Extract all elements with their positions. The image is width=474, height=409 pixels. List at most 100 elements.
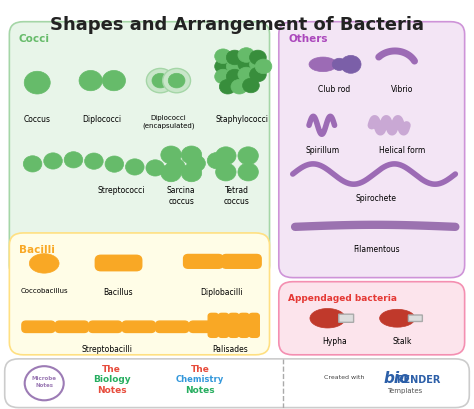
Text: Templates: Templates bbox=[387, 388, 422, 393]
Ellipse shape bbox=[249, 50, 266, 65]
Text: Biology: Biology bbox=[93, 375, 130, 384]
FancyBboxPatch shape bbox=[5, 359, 469, 408]
FancyBboxPatch shape bbox=[228, 313, 239, 337]
Text: Streptococci: Streptococci bbox=[97, 186, 145, 195]
Ellipse shape bbox=[238, 147, 258, 165]
Text: RENDER: RENDER bbox=[396, 375, 440, 385]
Text: Shapes and Arrangement of Bacteria: Shapes and Arrangement of Bacteria bbox=[50, 16, 424, 34]
FancyBboxPatch shape bbox=[208, 313, 219, 337]
FancyBboxPatch shape bbox=[222, 254, 261, 268]
Ellipse shape bbox=[24, 71, 50, 94]
Ellipse shape bbox=[64, 152, 83, 168]
Ellipse shape bbox=[231, 79, 248, 94]
Text: Diplobacilli: Diplobacilli bbox=[201, 288, 243, 297]
FancyBboxPatch shape bbox=[22, 321, 55, 333]
Ellipse shape bbox=[161, 164, 181, 182]
Ellipse shape bbox=[341, 55, 361, 73]
Text: Sarcina
coccus: Sarcina coccus bbox=[167, 186, 196, 206]
Ellipse shape bbox=[181, 146, 202, 164]
Ellipse shape bbox=[163, 68, 191, 93]
Ellipse shape bbox=[166, 158, 185, 175]
Ellipse shape bbox=[226, 59, 243, 74]
Ellipse shape bbox=[332, 58, 346, 70]
FancyBboxPatch shape bbox=[155, 321, 189, 333]
Text: The: The bbox=[191, 365, 210, 374]
Text: Spirochete: Spirochete bbox=[356, 194, 397, 203]
Text: bio: bio bbox=[384, 371, 410, 386]
Ellipse shape bbox=[23, 156, 42, 172]
Ellipse shape bbox=[238, 48, 255, 62]
Ellipse shape bbox=[79, 70, 102, 91]
Ellipse shape bbox=[238, 57, 255, 72]
Text: Coccus: Coccus bbox=[24, 115, 51, 124]
Ellipse shape bbox=[215, 59, 231, 74]
Ellipse shape bbox=[44, 153, 62, 169]
Text: Helical form: Helical form bbox=[379, 146, 425, 155]
Ellipse shape bbox=[226, 69, 243, 84]
Ellipse shape bbox=[102, 70, 126, 91]
Ellipse shape bbox=[309, 57, 337, 72]
FancyBboxPatch shape bbox=[55, 321, 88, 333]
Ellipse shape bbox=[187, 155, 205, 171]
Circle shape bbox=[25, 366, 64, 400]
Text: Streptobacilli: Streptobacilli bbox=[82, 345, 132, 354]
Text: Notes: Notes bbox=[35, 383, 53, 388]
FancyBboxPatch shape bbox=[89, 321, 122, 333]
Ellipse shape bbox=[216, 163, 236, 181]
Text: Staphylococci: Staphylococci bbox=[215, 115, 268, 124]
Text: Diplococci
(encapsulated): Diplococci (encapsulated) bbox=[143, 115, 195, 129]
FancyBboxPatch shape bbox=[279, 22, 465, 278]
Text: Club rod: Club rod bbox=[319, 85, 351, 94]
Text: Stalk: Stalk bbox=[392, 337, 411, 346]
Text: Palisades: Palisades bbox=[212, 345, 248, 354]
Text: Appendaged bacteria: Appendaged bacteria bbox=[288, 294, 397, 303]
Text: Filamentous: Filamentous bbox=[353, 245, 400, 254]
Ellipse shape bbox=[238, 67, 255, 82]
Ellipse shape bbox=[238, 163, 258, 181]
Ellipse shape bbox=[380, 309, 415, 327]
Text: Coccobacillus: Coccobacillus bbox=[20, 288, 68, 294]
FancyBboxPatch shape bbox=[409, 315, 422, 321]
Text: Notes: Notes bbox=[185, 386, 215, 395]
Ellipse shape bbox=[207, 153, 226, 169]
Ellipse shape bbox=[146, 68, 174, 93]
FancyBboxPatch shape bbox=[9, 233, 270, 355]
FancyBboxPatch shape bbox=[249, 313, 259, 337]
Text: Chemistry: Chemistry bbox=[176, 375, 224, 384]
FancyBboxPatch shape bbox=[95, 255, 142, 271]
Ellipse shape bbox=[215, 49, 231, 63]
Text: Bacilli: Bacilli bbox=[18, 245, 55, 255]
Text: Spirillum: Spirillum bbox=[306, 146, 340, 155]
Text: Tetrad
coccus: Tetrad coccus bbox=[224, 186, 250, 206]
Text: Cocci: Cocci bbox=[18, 34, 50, 44]
Text: Others: Others bbox=[288, 34, 328, 44]
Ellipse shape bbox=[105, 156, 124, 172]
FancyBboxPatch shape bbox=[219, 313, 228, 337]
Ellipse shape bbox=[216, 147, 236, 165]
FancyBboxPatch shape bbox=[239, 313, 249, 337]
Text: Diplococci: Diplococci bbox=[82, 115, 122, 124]
Ellipse shape bbox=[29, 254, 59, 273]
Text: Hypha: Hypha bbox=[322, 337, 347, 346]
Ellipse shape bbox=[126, 159, 144, 175]
Ellipse shape bbox=[249, 57, 266, 72]
Text: Created with: Created with bbox=[324, 375, 364, 380]
Ellipse shape bbox=[161, 146, 181, 164]
Text: Notes: Notes bbox=[97, 386, 127, 395]
Ellipse shape bbox=[215, 69, 231, 84]
Ellipse shape bbox=[255, 59, 272, 74]
FancyBboxPatch shape bbox=[9, 22, 270, 278]
Ellipse shape bbox=[146, 160, 164, 176]
Ellipse shape bbox=[85, 153, 103, 169]
Ellipse shape bbox=[226, 50, 243, 65]
Text: Vibrio: Vibrio bbox=[391, 85, 413, 94]
Text: Microbe: Microbe bbox=[32, 376, 57, 381]
Ellipse shape bbox=[249, 67, 266, 82]
FancyBboxPatch shape bbox=[279, 282, 465, 355]
Ellipse shape bbox=[243, 78, 259, 93]
Ellipse shape bbox=[168, 73, 185, 88]
Ellipse shape bbox=[152, 73, 169, 88]
FancyBboxPatch shape bbox=[183, 254, 223, 268]
Ellipse shape bbox=[181, 164, 202, 182]
FancyBboxPatch shape bbox=[339, 314, 354, 322]
